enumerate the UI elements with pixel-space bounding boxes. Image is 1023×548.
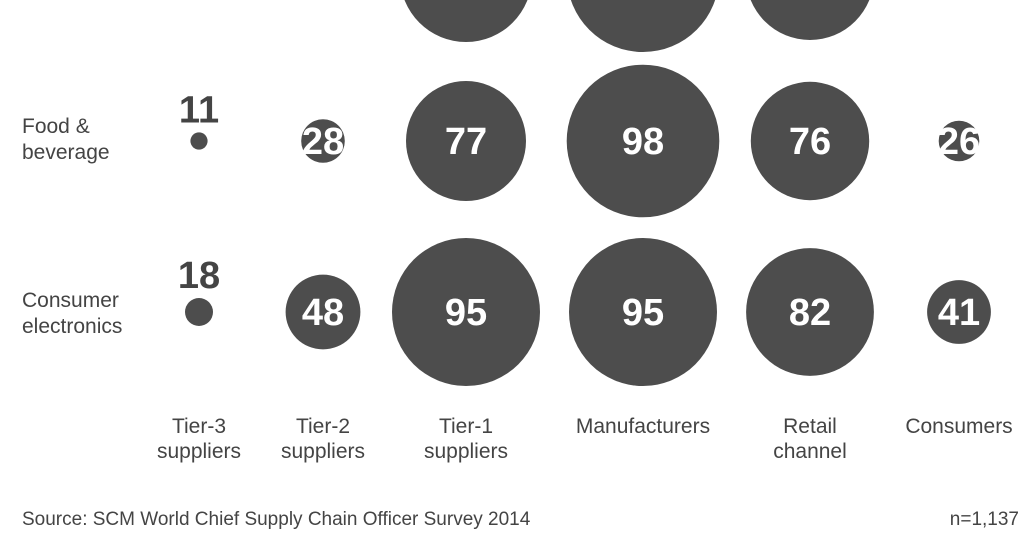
row-label-consumer-electronics: Consumer electronics	[22, 288, 122, 340]
column-label-line: Retail	[783, 415, 837, 438]
bubble-food-beverage-consumers	[938, 120, 980, 162]
bubble-consumer-electronics-tier-1-suppliers	[392, 238, 540, 386]
column-label-tier2: Tier-2 suppliers	[243, 414, 403, 464]
bubble-consumer-electronics-retail-channel	[746, 248, 874, 376]
sample-size: n=1,137	[949, 509, 1019, 530]
bubble-value-label: 48	[302, 292, 344, 334]
column-label-line: Tier-1	[438, 415, 494, 438]
column-label-consumers: Consumers	[879, 414, 1023, 439]
bubble-value-label: 41	[938, 292, 980, 334]
row-label-line: Consumer	[22, 289, 119, 312]
bubble-value-label: 95	[445, 292, 487, 334]
row-label-line: beverage	[22, 141, 110, 164]
column-label-line: Tier-2	[295, 415, 351, 438]
bubble-value-label: 28	[302, 121, 344, 163]
column-label-line: suppliers	[423, 440, 509, 463]
column-label-tier1: Tier-1 suppliers	[386, 414, 546, 464]
column-label-line: suppliers	[156, 440, 242, 463]
bubble-value-label: 77	[445, 121, 487, 163]
source-note: Source: SCM World Chief Supply Chain Off…	[22, 509, 531, 530]
cropped-bubble	[570, 0, 716, 52]
bubble-food-beverage-tier-3-suppliers	[190, 132, 208, 150]
bubble-value-label: 18	[178, 255, 220, 297]
bubble-value-label: 82	[789, 292, 831, 334]
bubble-value-label: 98	[622, 121, 664, 163]
column-label-retail: Retail channel	[730, 414, 890, 464]
bubble-value-label: 95	[622, 292, 664, 334]
bubble-value-label: 76	[789, 121, 831, 163]
bubble-food-beverage-tier-1-suppliers	[406, 81, 526, 201]
column-label-line: Tier-3	[171, 415, 227, 438]
cropped-bubble	[404, 0, 528, 42]
column-label-manufacturers: Manufacturers	[563, 414, 723, 439]
column-label-line: Manufacturers	[575, 415, 711, 438]
row-label-line: electronics	[22, 315, 123, 338]
cropped-bubble	[750, 0, 870, 40]
row-label-line: Food &	[22, 115, 90, 138]
bubble-food-beverage-tier-2-suppliers	[301, 119, 345, 163]
row-label-food-beverage: Food & beverage	[22, 114, 110, 166]
bubble-food-beverage-retail-channel	[750, 81, 870, 201]
column-label-tier3: Tier-3 suppliers	[119, 414, 279, 464]
column-label-line: suppliers	[280, 440, 366, 463]
bubble-food-beverage-manufacturers	[566, 64, 720, 218]
column-label-line: Consumers	[905, 415, 1013, 438]
bubble-consumer-electronics-tier-2-suppliers	[285, 274, 361, 350]
bubble-consumer-electronics-manufacturers	[569, 238, 717, 386]
bubble-consumer-electronics-consumers	[927, 280, 991, 344]
column-label-line: channel	[773, 440, 847, 463]
bubble-value-label: 26	[938, 121, 980, 163]
bubble-value-label: 11	[179, 89, 219, 131]
bubble-consumer-electronics-tier-3-suppliers	[185, 298, 213, 326]
